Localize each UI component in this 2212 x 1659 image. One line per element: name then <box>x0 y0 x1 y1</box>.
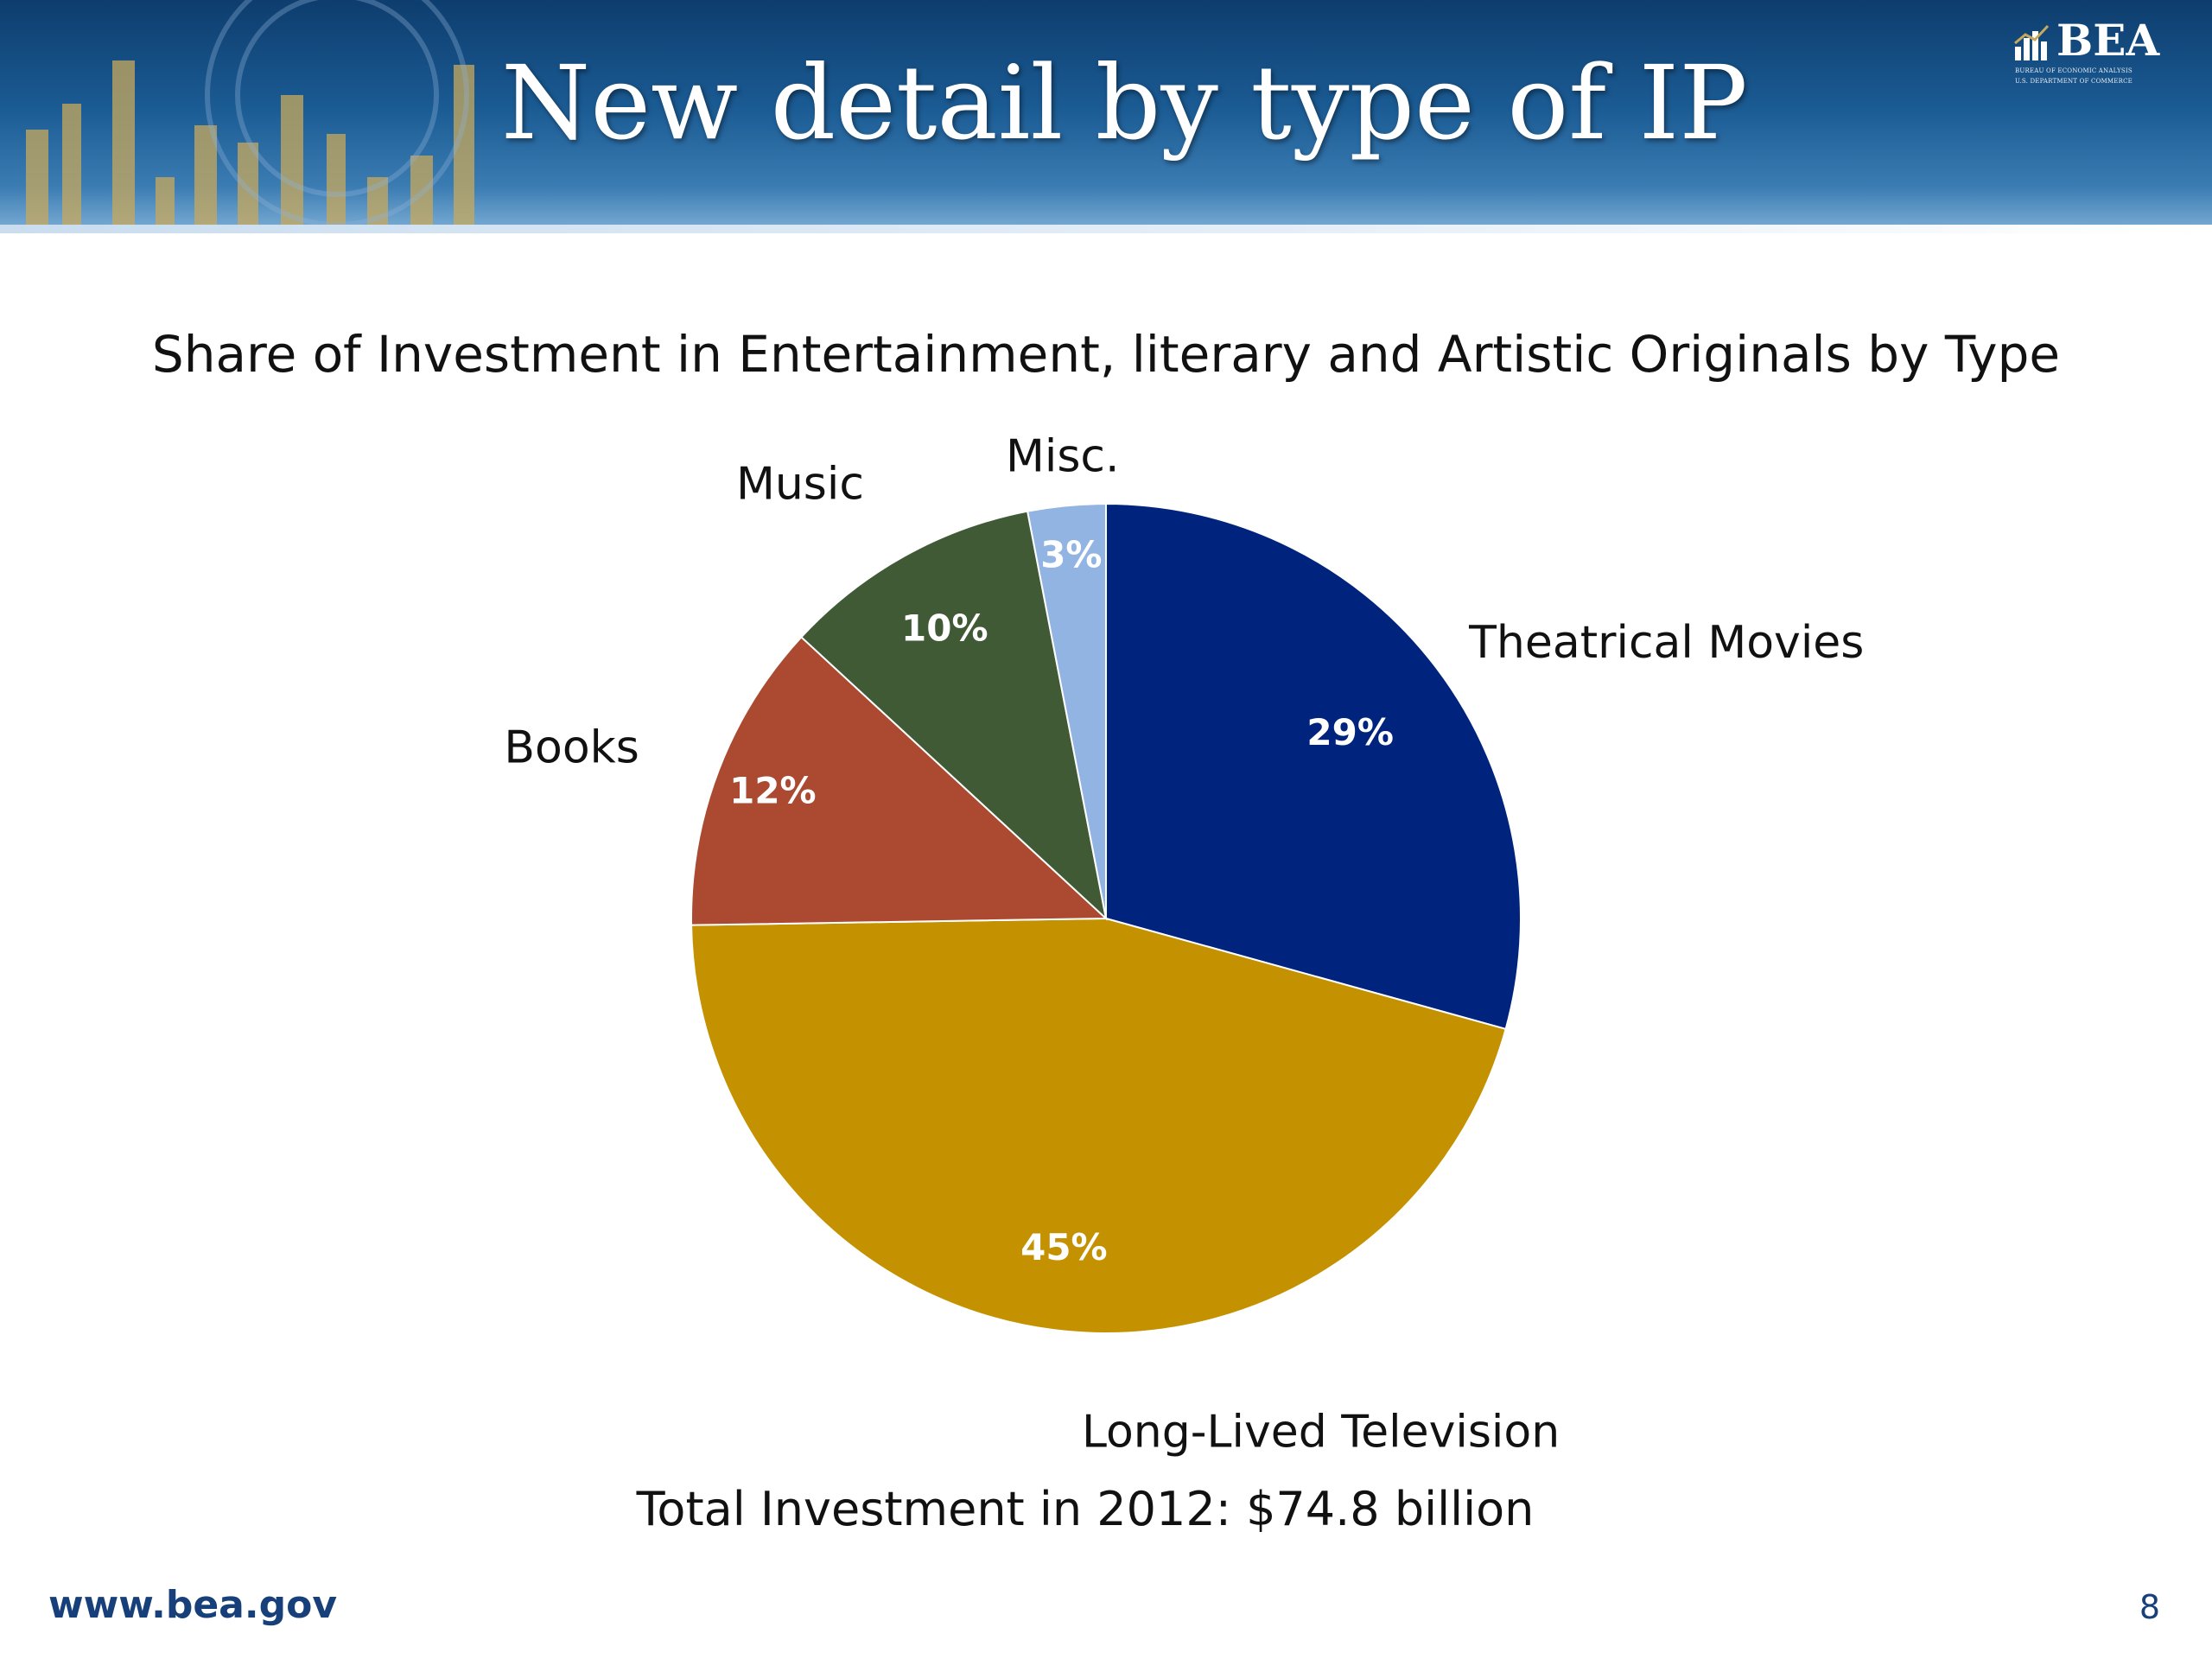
category-label-books: Books <box>504 721 639 773</box>
chart-title: Share of Investment in Entertainment, li… <box>152 325 2060 384</box>
header-stripe <box>0 225 2212 233</box>
bea-logo-chart-icon <box>2014 24 2050 60</box>
value-label-long-lived-television: 45% <box>1020 1226 1108 1268</box>
value-label-books: 12% <box>729 770 817 812</box>
value-label-music: 10% <box>901 607 988 649</box>
category-label-long-lived-television: Long-Lived Television <box>1082 1406 1560 1458</box>
pie-slice-theatrical-movies <box>1105 502 1522 1031</box>
pie-slice-books <box>690 635 1109 926</box>
category-label-music: Music <box>736 459 864 511</box>
total-investment-note: Total Investment in 2012: $74.8 billion <box>636 1482 1535 1536</box>
bea-logo-department: U.S. DEPARTMENT OF COMMERCE <box>2015 78 2133 85</box>
value-label-theatrical-movies: 29% <box>1306 711 1394 753</box>
pie-slice-misc <box>1026 502 1107 919</box>
value-label-misc: 3% <box>1040 534 1102 576</box>
footer-url-link[interactable]: www.bea.gov <box>48 1583 337 1627</box>
header-background-graphic <box>26 0 474 227</box>
pie-slice-long-lived-television <box>690 917 1507 1334</box>
category-label-theatrical-movies: Theatrical Movies <box>1468 617 1864 669</box>
bea-logo: BEA BUREAU OF ECONOMIC ANALYSIS U.S. DEP… <box>2013 19 2177 88</box>
pie-value-labels: 29% 45% 12% 10% 3% <box>729 534 1394 1268</box>
pie-slices <box>690 502 1522 1334</box>
slide-header <box>0 0 2212 233</box>
bea-logo-text: BEA <box>2056 15 2160 66</box>
slide-title: New detail by type of IP <box>501 43 1748 162</box>
bea-logo-subtitle: BUREAU OF ECONOMIC ANALYSIS <box>2015 67 2133 74</box>
pie-slice-music <box>799 510 1108 921</box>
pie-category-labels: Theatrical Movies Long-Lived Television Bo… <box>504 430 1864 1458</box>
decorative-bars <box>26 60 474 225</box>
category-label-misc: Misc. <box>1006 430 1120 482</box>
page-number: 8 <box>2139 1588 2160 1626</box>
